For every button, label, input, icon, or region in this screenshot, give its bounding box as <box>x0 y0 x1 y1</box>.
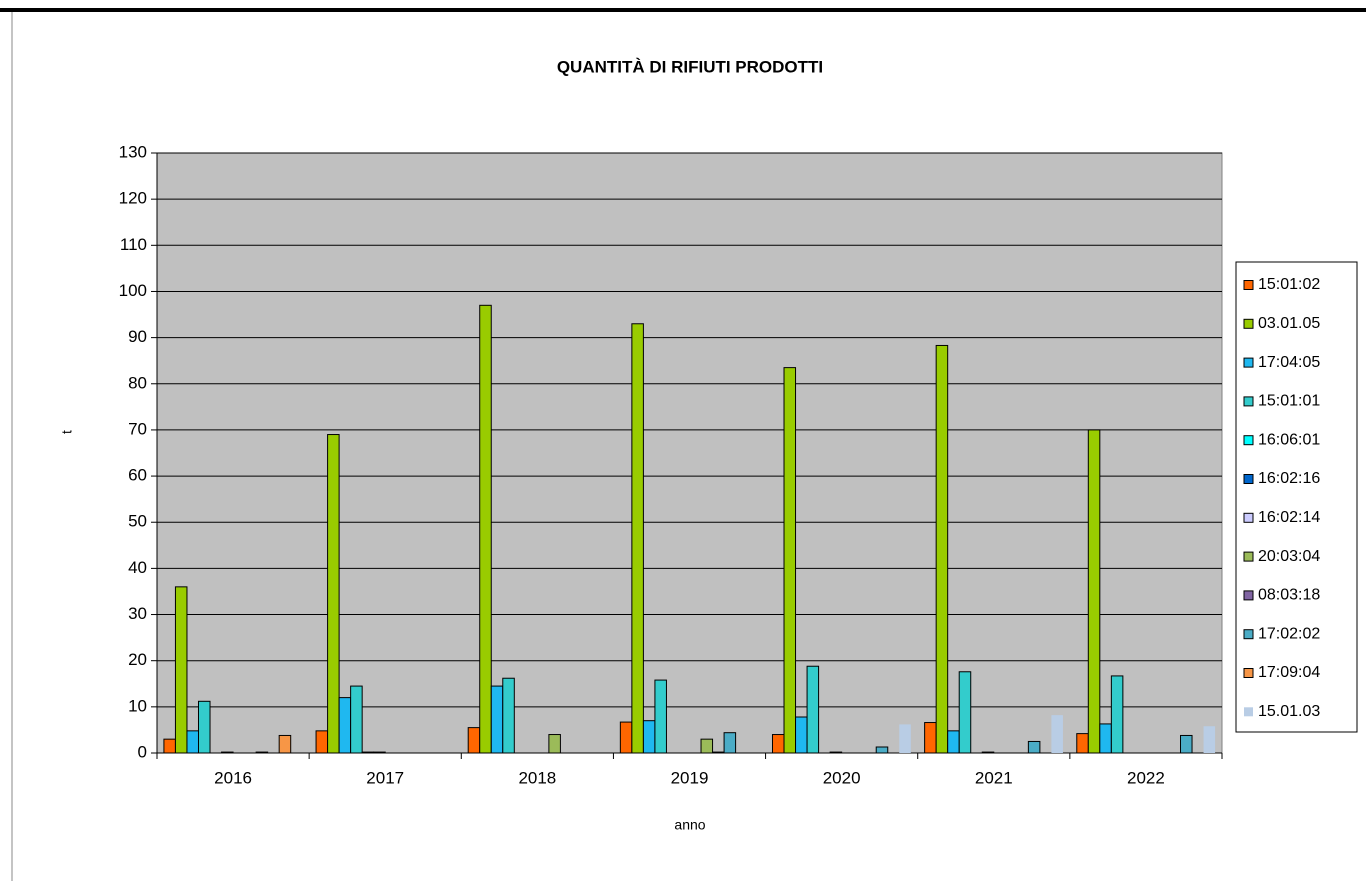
bar <box>1087 429 1101 754</box>
bar <box>642 720 656 754</box>
legend-swatch <box>1243 435 1254 446</box>
bar <box>350 685 363 754</box>
bar <box>548 734 561 754</box>
legend-label: 08:03:18 <box>1258 587 1320 604</box>
bar <box>771 734 785 754</box>
x-tick-label: 2020 <box>823 768 861 787</box>
legend-swatch <box>1243 590 1254 601</box>
y-tick-label: 30 <box>128 604 147 623</box>
bar <box>654 679 667 754</box>
bar <box>327 434 340 754</box>
chart-title: QUANTITÀ DI RIFIUTI PRODOTTI <box>557 57 823 76</box>
legend-label: 16:06:01 <box>1258 431 1320 448</box>
bar <box>723 732 737 754</box>
bar <box>479 304 492 754</box>
bar <box>467 727 481 754</box>
bar <box>981 751 995 754</box>
bar <box>163 738 176 754</box>
y-tick-label: 10 <box>128 696 147 715</box>
y-tick-label: 100 <box>119 281 147 300</box>
y-axis-label: t <box>59 430 75 434</box>
bar <box>806 665 820 754</box>
bar <box>315 730 329 754</box>
y-tick-label: 80 <box>128 373 147 392</box>
bar <box>795 716 808 754</box>
bar <box>899 724 911 753</box>
x-tick-label: 2021 <box>975 768 1013 787</box>
legend-label: 20:03:04 <box>1258 548 1320 565</box>
legend-swatch <box>1243 629 1254 640</box>
x-tick-label: 2018 <box>518 768 556 787</box>
legend-label: 17:04:05 <box>1258 354 1320 371</box>
bar <box>1076 733 1089 754</box>
legend-label: 17:09:04 <box>1258 664 1320 681</box>
x-tick-label: 2016 <box>214 768 252 787</box>
bar <box>958 671 972 754</box>
legend-swatch <box>1243 512 1254 523</box>
bar <box>197 700 211 754</box>
bar <box>875 746 889 754</box>
legend-label: 15.01.03 <box>1258 703 1320 720</box>
bar <box>1110 675 1124 754</box>
x-tick-label: 2019 <box>671 768 709 787</box>
x-tick-label: 2022 <box>1127 768 1165 787</box>
legend-swatch <box>1243 396 1254 407</box>
y-tick-label: 90 <box>128 327 147 346</box>
y-tick-label: 60 <box>128 466 147 485</box>
y-tick-label: 40 <box>128 558 147 577</box>
bar <box>174 586 188 754</box>
bar <box>947 730 960 754</box>
y-tick-label: 50 <box>128 512 147 531</box>
bar <box>338 697 352 754</box>
bar <box>221 751 234 754</box>
y-tick-label: 120 <box>119 189 147 208</box>
bar <box>186 730 199 754</box>
legend-swatch <box>1243 551 1254 562</box>
y-tick-label: 110 <box>120 235 147 254</box>
bar <box>829 751 843 754</box>
y-tick-label: 0 <box>138 742 147 761</box>
legend-label: 15:01:01 <box>1258 393 1320 410</box>
legend-label: 16:02:14 <box>1258 509 1320 526</box>
bar <box>924 722 937 754</box>
legend <box>1235 261 1358 733</box>
bar <box>1051 715 1063 753</box>
bar <box>631 323 644 754</box>
legend-swatch <box>1244 707 1253 717</box>
bar <box>712 751 725 754</box>
bar <box>502 677 515 754</box>
bar <box>1203 726 1216 753</box>
bar <box>373 751 386 754</box>
bar <box>935 344 949 754</box>
y-tick-label: 20 <box>128 650 147 669</box>
x-tick-label: 2017 <box>366 768 404 787</box>
legend-label: 16:02:16 <box>1258 470 1320 487</box>
legend-label: 17:02:02 <box>1258 625 1320 642</box>
bar <box>783 367 797 754</box>
legend-swatch <box>1243 668 1254 678</box>
bar <box>1099 723 1112 754</box>
plot-area <box>156 152 1223 754</box>
top-border <box>0 8 1366 12</box>
bar <box>619 721 633 754</box>
y-tick-label: 130 <box>119 142 147 161</box>
y-tick-label: 70 <box>128 419 147 438</box>
bar <box>700 738 714 754</box>
bar <box>1027 740 1041 754</box>
x-axis-label: anno <box>674 817 705 833</box>
legend-swatch <box>1243 474 1254 484</box>
legend-label: 03.01.05 <box>1258 315 1320 332</box>
legend-swatch <box>1243 280 1254 290</box>
bar <box>278 734 292 754</box>
bar <box>361 751 375 754</box>
bar <box>1180 734 1193 754</box>
legend-label: 15:01:02 <box>1258 276 1320 293</box>
bar <box>490 685 504 754</box>
bar <box>255 751 269 754</box>
legend-swatch <box>1243 357 1254 368</box>
legend-swatch <box>1243 318 1254 329</box>
